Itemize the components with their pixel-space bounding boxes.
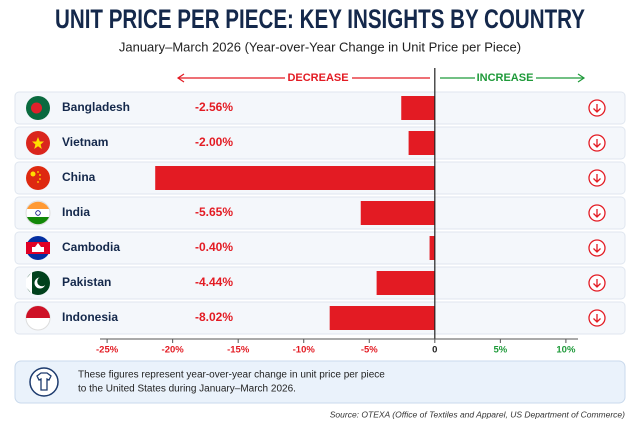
note-line: to the United States during January–Marc… bbox=[78, 384, 296, 395]
direction-legend: DECREASE INCREASE bbox=[176, 72, 586, 84]
flag-wheel bbox=[35, 210, 41, 216]
bar bbox=[155, 166, 435, 190]
category-label: India bbox=[62, 205, 90, 219]
note-box: These figures represent year-over-year c… bbox=[14, 360, 626, 404]
flag bbox=[25, 305, 51, 331]
flag bbox=[25, 200, 51, 226]
category-label: Indonesia bbox=[62, 310, 118, 324]
flag-star bbox=[37, 181, 39, 183]
value-label: -2.56% bbox=[195, 100, 233, 114]
rows: Bangladesh-2.56%Vietnam-2.00%China-21.33… bbox=[14, 91, 626, 335]
flag-stripe bbox=[27, 217, 49, 225]
trend-icon bbox=[588, 274, 606, 292]
category-label: Pakistan bbox=[62, 275, 111, 289]
flag-star bbox=[32, 137, 44, 149]
flag-hoist bbox=[26, 272, 32, 294]
bar bbox=[429, 236, 435, 260]
row-background bbox=[14, 196, 626, 230]
x-tick-label: -10% bbox=[293, 345, 316, 356]
value-label: -8.02% bbox=[195, 310, 233, 324]
note-background bbox=[14, 360, 626, 404]
increase-arrowhead bbox=[577, 73, 586, 83]
flag-stripe bbox=[26, 306, 50, 318]
x-tick-label: -20% bbox=[162, 345, 185, 356]
category-label: Cambodia bbox=[62, 240, 120, 254]
flag-bg bbox=[26, 166, 50, 190]
row-background bbox=[14, 301, 626, 335]
x-tick-label: -5% bbox=[361, 345, 378, 356]
trend-icon bbox=[588, 99, 606, 117]
source: Source: OTEXA (Office of Textiles and Ap… bbox=[330, 409, 625, 419]
note-icon bbox=[29, 367, 59, 397]
flag-star bbox=[37, 171, 39, 173]
flag-crescent-cut bbox=[37, 276, 47, 287]
flag-star bbox=[39, 178, 41, 180]
shirt-icon bbox=[36, 372, 52, 391]
trend-icon bbox=[588, 239, 606, 257]
value-label: -0.40% bbox=[195, 240, 233, 254]
category-label: Bangladesh bbox=[62, 100, 130, 114]
flag bbox=[26, 271, 50, 295]
bar bbox=[376, 271, 435, 295]
flag-star bbox=[39, 174, 41, 176]
flag bbox=[26, 236, 50, 260]
plot: -25% -20% -15% -10% -5% 0 5% 10% bbox=[96, 68, 578, 356]
decrease-arrowhead bbox=[176, 73, 185, 83]
trend-icon-arrow bbox=[593, 139, 601, 148]
bar bbox=[360, 201, 435, 225]
trend-icon-arrow bbox=[593, 314, 601, 323]
trend-icon bbox=[588, 134, 606, 152]
x-tick-label: -15% bbox=[227, 345, 250, 356]
category-label: Vietnam bbox=[62, 135, 108, 149]
trend-icon-arrow bbox=[593, 174, 601, 183]
increase-label: INCREASE bbox=[477, 72, 534, 84]
flag bbox=[26, 131, 50, 155]
chart-subtitle: January–March 2026 (Year-over-Year Chang… bbox=[119, 39, 521, 54]
flag-stripe bbox=[27, 201, 49, 209]
value-label: -5.65% bbox=[195, 205, 233, 219]
x-tick-label: 0 bbox=[432, 345, 437, 356]
flag bbox=[26, 96, 50, 120]
row-background bbox=[14, 91, 626, 125]
trend-icon bbox=[588, 204, 606, 222]
note-line: These figures represent year-over-year c… bbox=[78, 370, 385, 381]
trend-icon-arrow bbox=[593, 104, 601, 113]
trend-icon-arrow bbox=[593, 244, 601, 253]
trend-icon bbox=[588, 309, 606, 327]
bar bbox=[408, 131, 435, 155]
chart-title: UNIT PRICE PER PIECE: KEY INSIGHTS BY CO… bbox=[55, 4, 585, 34]
row-background bbox=[14, 126, 626, 160]
bar bbox=[401, 96, 435, 120]
trend-icon bbox=[588, 169, 606, 187]
flag bbox=[26, 166, 50, 190]
category-label: China bbox=[62, 170, 96, 184]
row-background bbox=[14, 266, 626, 300]
value-label: -2.00% bbox=[195, 135, 233, 149]
x-tick-label: 5% bbox=[493, 345, 507, 356]
value-label: -4.44% bbox=[195, 275, 233, 289]
trend-icon-arrow bbox=[593, 279, 601, 288]
flag-star bbox=[30, 171, 36, 177]
x-tick-label: -25% bbox=[96, 345, 119, 356]
flag-temple bbox=[32, 243, 44, 252]
trend-icon-arrow bbox=[593, 209, 601, 218]
bar bbox=[329, 306, 435, 330]
row-background bbox=[14, 231, 626, 265]
decrease-label: DECREASE bbox=[287, 72, 348, 84]
x-tick-label: 10% bbox=[556, 345, 576, 356]
flag-disc bbox=[31, 102, 42, 114]
